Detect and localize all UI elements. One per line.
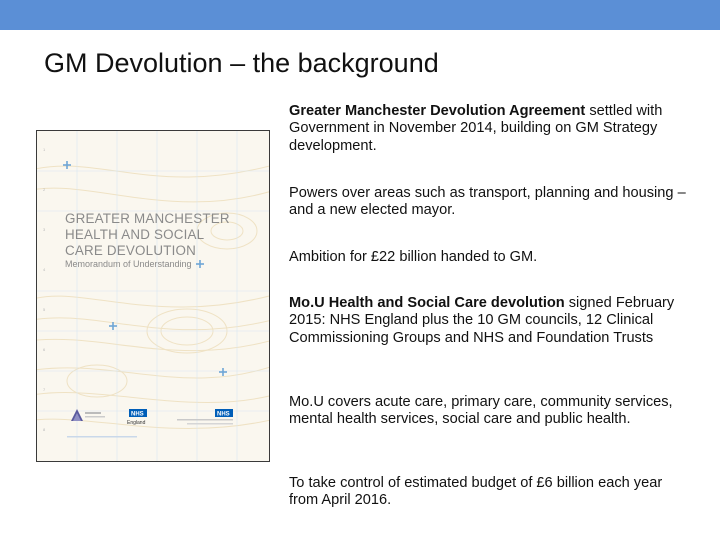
svg-text:NHS: NHS [217, 412, 230, 418]
svg-text:3: 3 [43, 227, 46, 232]
mou-cover-image: 1 2 3 4 5 6 7 8 NHS England NHS GREATER MANCH… [36, 130, 270, 462]
svg-text:4: 4 [43, 267, 46, 272]
cover-title-line: HEALTH AND SOCIAL [65, 227, 205, 242]
plus-markers [63, 161, 227, 376]
svg-text:1: 1 [43, 147, 46, 152]
bullet-item: Ambition for £22 billion handed to GM. [289, 249, 537, 266]
cover-title: GREATER MANCHESTER HEALTH AND SOCIAL CAR… [65, 211, 230, 259]
cover-title-line: CARE DEVOLUTION [65, 243, 196, 258]
cover-subtitle: Memorandum of Understanding [65, 259, 192, 269]
cover-contour-pattern: 1 2 3 4 5 6 7 8 NHS England NHS [37, 131, 269, 461]
bullet-item: Greater Manchester Devolution Agreement … [289, 103, 689, 155]
bullet-text: Powers over areas such as transport, pla… [289, 185, 686, 219]
bullet-bold: Mo.U Health and Social Care devolution [289, 295, 565, 311]
nhs-england-logo: NHS England [127, 409, 147, 426]
svg-text:England: England [127, 420, 146, 426]
ccg-logo: NHS [177, 409, 233, 425]
bullet-text: signed February 2015: NHS England plus t… [289, 295, 675, 346]
header-bar [0, 0, 720, 30]
svg-text:6: 6 [43, 347, 46, 352]
bullet-text: To take control of estimated budget of £… [289, 475, 663, 509]
slide-title: GM Devolution – the background [44, 48, 439, 78]
bullet-item: Mo.U covers acute care, primary care, co… [289, 394, 689, 429]
bullet-item: To take control of estimated budget of £… [289, 475, 689, 510]
cover-title-line: GREATER MANCHESTER [65, 211, 230, 226]
bullet-item: Powers over areas such as transport, pla… [289, 185, 689, 220]
agma-logo [71, 409, 105, 421]
bullet-text: settled with Government in November 2014… [289, 103, 663, 154]
svg-text:8: 8 [43, 427, 46, 432]
bullet-text: Mo.U covers acute care, primary care, co… [289, 394, 673, 428]
svg-text:5: 5 [43, 307, 46, 312]
svg-text:2: 2 [43, 187, 46, 192]
svg-text:NHS: NHS [131, 412, 144, 418]
bullet-bold: Greater Manchester Devolution Agreement [289, 103, 586, 119]
bullet-item: Mo.U Health and Social Care devolution s… [289, 295, 689, 347]
bullet-text: Ambition for £22 billion handed to GM. [289, 249, 538, 265]
svg-text:7: 7 [43, 387, 46, 392]
